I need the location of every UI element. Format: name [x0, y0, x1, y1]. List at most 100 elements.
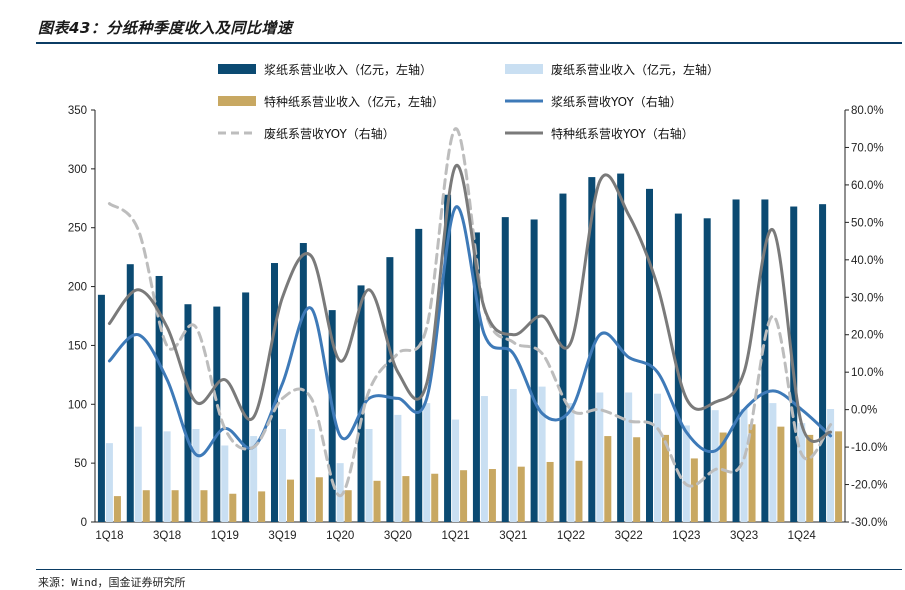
special-revenue-bar: [344, 490, 352, 522]
legend-label: 特种纸系营收YOY（右轴）: [551, 126, 694, 141]
left-tick-label: 50: [74, 458, 87, 470]
x-tick-label: 3Q20: [384, 530, 412, 542]
waste-revenue-bar: [740, 408, 748, 522]
x-tick-label: 1Q18: [95, 530, 123, 542]
pulp-revenue-bar: [761, 199, 769, 522]
pulp-revenue-bar: [357, 285, 365, 522]
waste-yoy-line: [107, 127, 833, 498]
right-tick-label: -20.0%: [851, 480, 887, 492]
right-tick-label: 40.0%: [851, 255, 884, 267]
waste-revenue-bar: [654, 393, 661, 522]
waste-revenue-bar: [365, 429, 373, 522]
special-revenue-bar: [575, 460, 583, 522]
special-revenue-bar: [517, 466, 525, 522]
x-tick-label: 3Q18: [153, 530, 181, 542]
special-revenue-bar: [835, 431, 843, 522]
waste-revenue-bar: [625, 392, 633, 522]
x-tick-label: 3Q22: [615, 530, 643, 542]
left-tick-label: 200: [68, 282, 87, 294]
waste-revenue-bar: [769, 403, 777, 522]
special-revenue-bar: [719, 432, 727, 522]
special-revenue-bar: [546, 461, 554, 522]
legend-label: 特种纸系营业收入（亿元，左轴）: [264, 94, 444, 109]
pulp-revenue-bar: [703, 218, 711, 522]
special-revenue-bar: [258, 491, 266, 522]
waste-revenue-bar: [711, 410, 719, 522]
legend-label: 浆纸系营业收入（亿元，左轴）: [264, 62, 432, 77]
waste-revenue-bar: [336, 463, 344, 522]
waste-revenue-bar: [452, 419, 460, 522]
left-tick-label: 0: [81, 517, 87, 529]
waste-revenue-bar: [105, 443, 113, 522]
waste-revenue-bar: [192, 429, 200, 522]
left-tick-label: 350: [68, 105, 87, 117]
waste-revenue-bar: [163, 431, 171, 522]
special-revenue-bar: [315, 477, 323, 522]
pulp-revenue-bar: [415, 228, 423, 523]
pulp-revenue-bar: [299, 243, 307, 522]
special-revenue-bar: [777, 426, 785, 522]
pulp-revenue-bar: [559, 193, 567, 522]
waste-revenue-bar: [596, 392, 604, 522]
special-revenue-bar: [171, 490, 179, 522]
special-revenue-bar: [460, 470, 468, 522]
pulp-revenue-bar: [271, 263, 278, 522]
x-tick-label: 1Q21: [442, 530, 470, 542]
pulp-revenue-bar: [646, 188, 653, 522]
x-tick-label: 1Q19: [211, 530, 239, 542]
left-tick-label: 150: [68, 340, 87, 352]
pulp-revenue-bar: [819, 204, 827, 522]
x-tick-label: 1Q22: [557, 530, 585, 542]
special-revenue-bar: [806, 434, 814, 522]
pulp-revenue-bar: [501, 217, 509, 522]
pulp-revenue-bar: [126, 264, 134, 522]
pulp-revenue-bar: [184, 304, 192, 522]
right-tick-label: 30.0%: [851, 292, 884, 304]
special-revenue-bar: [142, 490, 150, 522]
x-tick-label: 1Q20: [326, 530, 354, 542]
special-revenue-bar: [633, 437, 641, 522]
x-tick-label: 3Q19: [268, 530, 296, 542]
legend-label: 废纸系营收YOY（右轴）: [264, 126, 395, 141]
right-tick-label: 50.0%: [851, 217, 884, 229]
special-revenue-bar: [402, 476, 410, 522]
legend-label: 废纸系营业收入（亿元，左轴）: [551, 62, 719, 77]
title-divider: [36, 42, 902, 44]
special-revenue-bar: [431, 473, 439, 522]
pulp-revenue-bar: [213, 306, 221, 522]
left-tick-label: 100: [68, 399, 87, 411]
right-tick-label: 10.0%: [851, 367, 884, 379]
special-yoy-line: [107, 164, 833, 443]
pulp-revenue-bar: [97, 294, 105, 522]
left-tick-label: 250: [68, 223, 87, 235]
waste-revenue-bar: [567, 403, 575, 522]
waste-revenue-bar: [509, 388, 517, 522]
legend-swatch: [218, 64, 256, 74]
right-tick-label: 0.0%: [851, 405, 877, 417]
pulp-revenue-bar: [444, 194, 452, 523]
pulp-revenue-bar: [155, 275, 163, 522]
special-revenue-bar: [604, 436, 612, 522]
waste-revenue-bar: [279, 429, 286, 522]
pulp-revenue-bar: [242, 292, 250, 522]
chart-title: 图表43：分纸种季度收入及同比增速: [38, 19, 293, 37]
special-revenue-bar: [662, 434, 669, 522]
right-tick-label: 20.0%: [851, 330, 884, 342]
right-tick-label: -30.0%: [851, 517, 887, 529]
waste-revenue-bar: [538, 386, 546, 522]
special-revenue-bar: [287, 479, 294, 522]
x-tick-label: 3Q23: [730, 530, 758, 542]
special-revenue-bar: [229, 493, 237, 522]
special-revenue-bar: [748, 424, 756, 522]
pulp-revenue-bar: [472, 232, 480, 522]
waste-revenue-bar: [221, 445, 229, 522]
right-tick-label: 80.0%: [851, 105, 884, 117]
legend-swatch: [218, 96, 256, 106]
waste-revenue-bar: [798, 423, 806, 522]
legend-label: 浆纸系营收YOY（右轴）: [551, 94, 682, 109]
waste-revenue-bar: [423, 403, 431, 522]
pulp-yoy-line: [107, 205, 833, 458]
special-revenue-bar: [488, 469, 496, 522]
right-tick-label: 70.0%: [851, 142, 884, 154]
